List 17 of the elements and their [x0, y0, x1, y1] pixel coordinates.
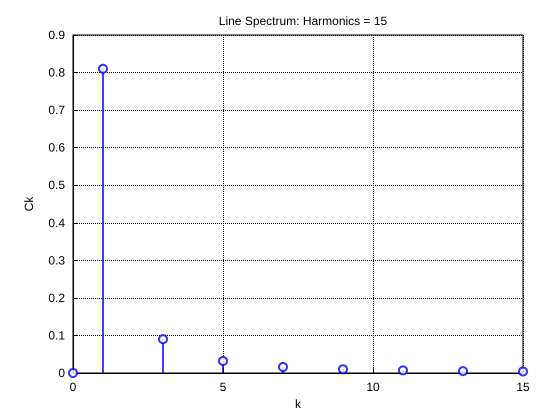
y-tick-label: 0 — [58, 366, 66, 380]
y-tick-label: 0.6 — [48, 140, 66, 155]
x-tick-label: 10 — [366, 380, 380, 394]
y-tick-label: 0.8 — [48, 66, 66, 80]
x-axis-title: k — [295, 396, 302, 411]
y-tick-label: 0.1 — [48, 328, 66, 342]
x-tick-label: 15 — [516, 380, 530, 394]
x-tick-label: 0 — [70, 380, 77, 394]
y-tick-label: 0.2 — [48, 290, 66, 305]
y-axis-title: Ck — [22, 196, 36, 212]
x-tick-label: 5 — [220, 380, 227, 394]
y-tick-label: 0.3 — [48, 253, 66, 268]
y-tick-label: 0.9 — [48, 28, 66, 42]
y-tick-label: 0.4 — [48, 216, 66, 230]
y-tick-label: 0.7 — [48, 103, 66, 118]
y-tick-label: 0.5 — [48, 178, 66, 192]
chart-title: Line Spectrum: Harmonics = 15 — [218, 14, 388, 28]
